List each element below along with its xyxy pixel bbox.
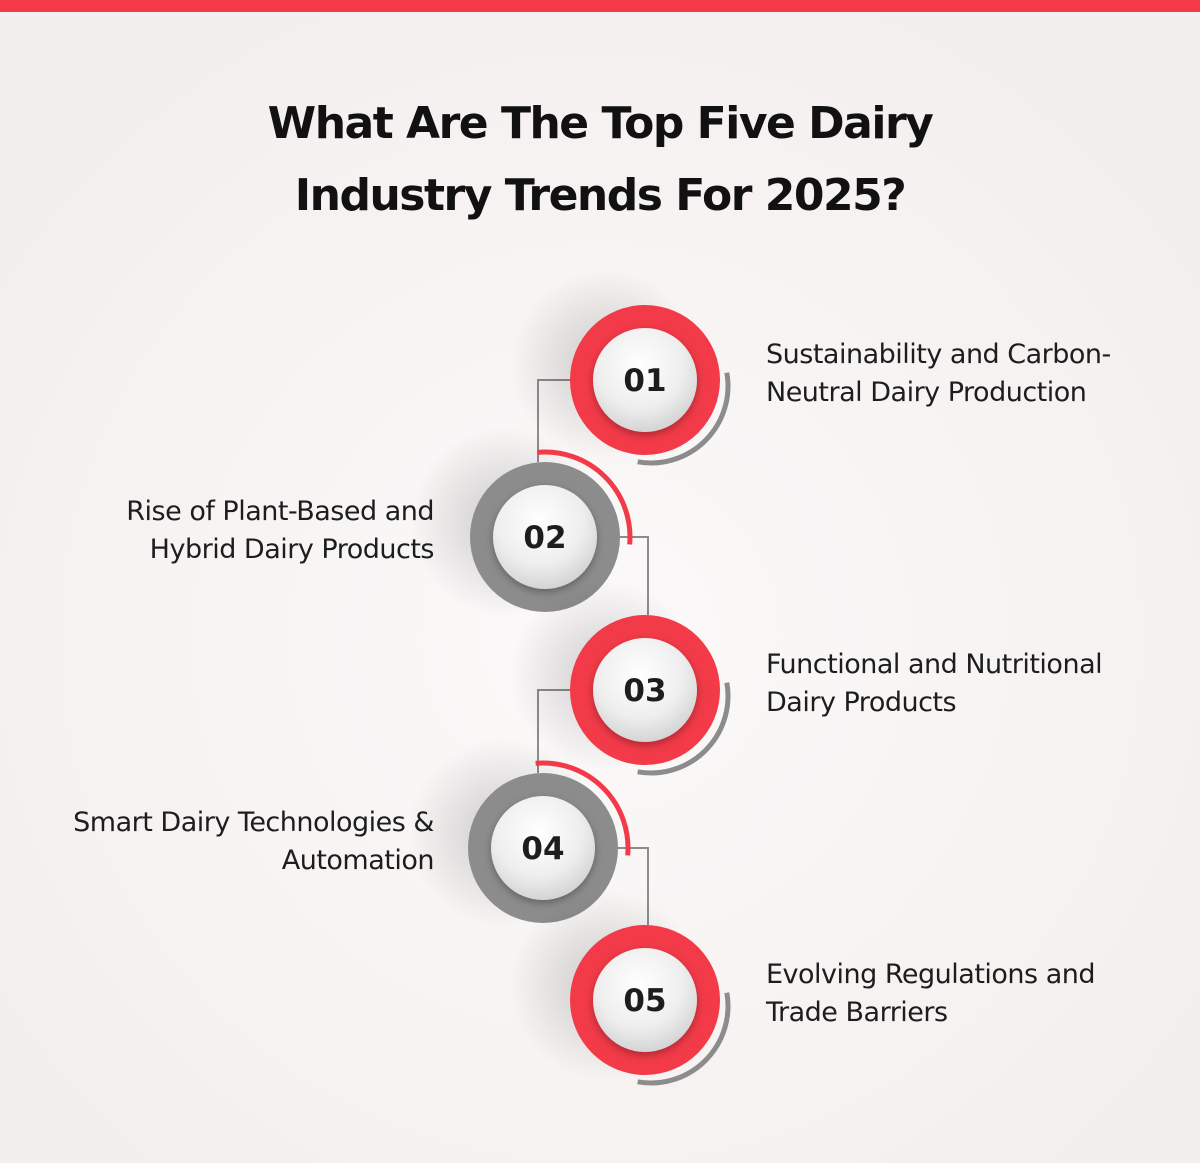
step-number: 02	[523, 520, 566, 556]
step-label: Trade Barriers	[765, 997, 948, 1028]
title-line: Industry Trends For 2025?	[295, 170, 906, 221]
accent-arc	[637, 372, 731, 466]
accent-arc	[637, 682, 731, 776]
accent-arc	[537, 449, 633, 545]
step-label: Rise of Plant-Based and	[126, 496, 434, 527]
step-label: Hybrid Dairy Products	[150, 534, 434, 565]
step-label: Evolving Regulations and	[766, 959, 1095, 990]
step-label: Functional and Nutritional	[766, 649, 1102, 680]
step-label: Smart Dairy Technologies &	[73, 807, 434, 838]
step-number: 01	[623, 363, 666, 399]
inner-circle	[493, 485, 597, 589]
step-number: 03	[623, 673, 666, 709]
inner-circle	[593, 948, 697, 1052]
timeline: 01 Sustainability and Carbon- Neutral Dair…	[73, 270, 1111, 1086]
step-label: Sustainability and Carbon-	[766, 339, 1111, 370]
step-label: Neutral Dairy Production	[766, 377, 1086, 408]
accent-arc	[637, 992, 731, 1086]
inner-circle	[593, 328, 697, 432]
top-bar	[0, 0, 1200, 12]
inner-circle	[593, 638, 697, 742]
step-number: 05	[623, 983, 666, 1019]
step-number: 04	[521, 831, 564, 867]
step-label: Dairy Products	[766, 687, 956, 718]
step-label: Automation	[282, 845, 434, 876]
title-line: What Are The Top Five Dairy	[268, 98, 934, 149]
accent-arc	[535, 760, 631, 856]
inner-circle	[491, 796, 595, 900]
